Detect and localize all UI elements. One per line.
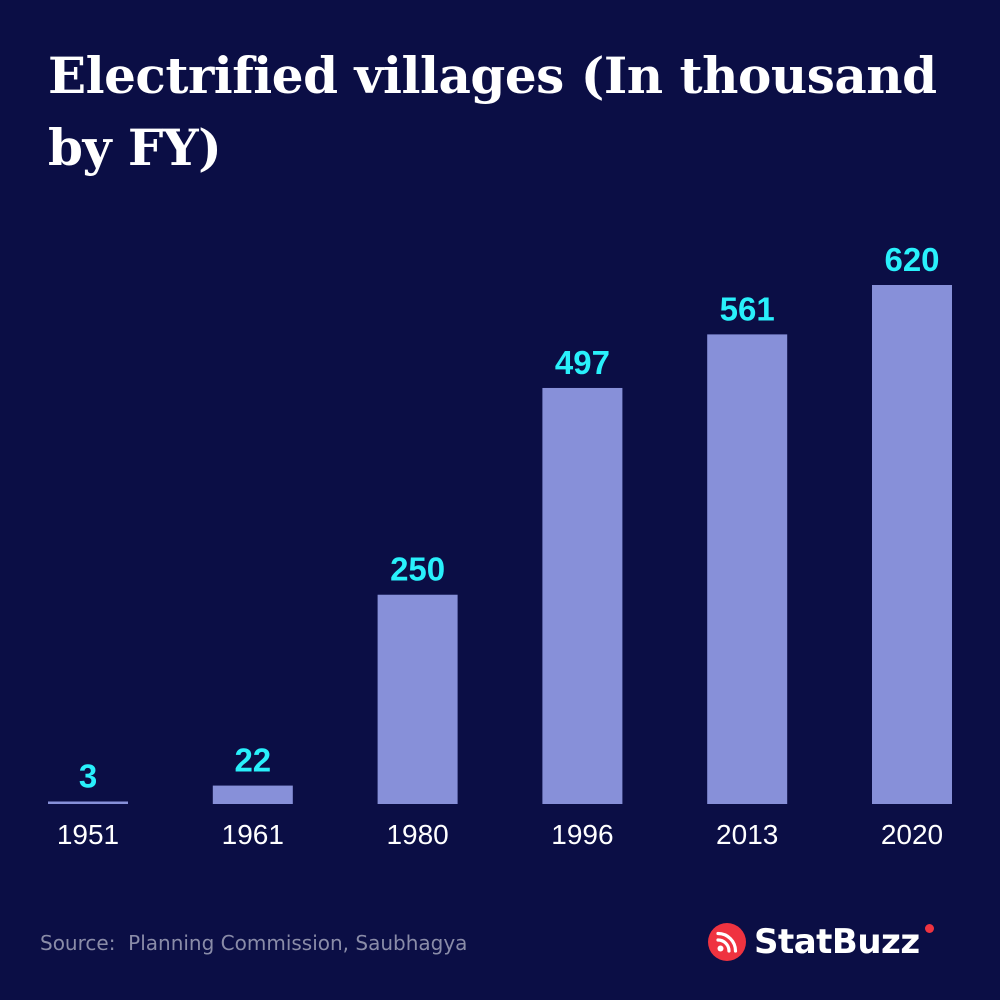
chart-title: Electrified villages (In thousand by FY): [48, 46, 937, 177]
bar-2020: [872, 285, 952, 804]
x-tick-label: 1951: [57, 819, 119, 850]
x-tick-label: 1980: [386, 819, 448, 850]
bar-2013: [707, 334, 788, 804]
bar-value-label: 620: [884, 241, 939, 278]
brand-logo: StatBuzz: [708, 918, 934, 966]
brand-dot: [924, 924, 934, 933]
rss-broadcast-icon: [708, 923, 746, 961]
bar-1996: [542, 387, 623, 804]
bar-value-label: 250: [390, 551, 445, 588]
bar-1961: [212, 785, 293, 804]
brand-name: StatBuzz: [754, 922, 934, 962]
x-tick-label: 1996: [551, 819, 613, 850]
bar-value-label: 561: [720, 290, 775, 327]
x-tick-label: 1961: [222, 819, 284, 850]
bar-value-label: 497: [555, 344, 610, 381]
x-tick-label: 2013: [716, 819, 778, 850]
x-tick-label: 2020: [881, 819, 943, 850]
source-note: Source: Planning Commission, Saubhagya: [40, 931, 468, 955]
bar-value-label: 3: [79, 757, 97, 794]
bar-1951: [48, 801, 128, 804]
bar-value-label: 22: [234, 742, 271, 779]
bar-1980: [377, 594, 458, 804]
